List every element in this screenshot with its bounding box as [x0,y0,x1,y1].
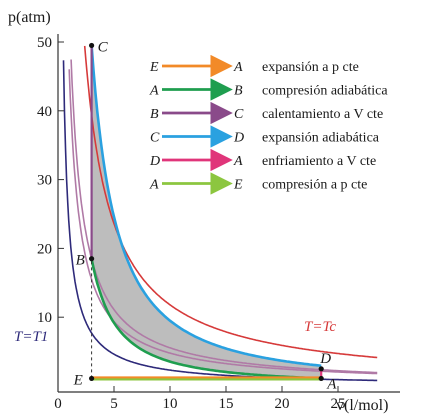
isotherm-low-label: T=T1 [14,329,48,345]
legend-description: expansión a p cte [262,60,359,75]
legend-description: enfriamiento a V cte [262,154,376,169]
legend-from-label: B [150,107,159,122]
point-a [318,375,324,382]
x-axis-label: v(l/mol) [336,397,388,414]
isotherm-mid2-curve [68,69,378,375]
legend-description: calentamiento a V cte [262,107,383,122]
legend-to-label: A [233,154,243,169]
point-label-b: B [76,253,85,269]
x-tick-label: 20 [275,396,290,412]
x-tick-label: 0 [54,396,62,412]
point-d [318,366,324,372]
y-tick-label: 20 [37,241,52,257]
point-b [89,256,95,262]
legend-to-label: E [233,178,243,193]
point-e [89,375,95,382]
y-tick-label: 50 [37,35,52,51]
legend-description: compresión a p cte [262,178,367,193]
point-label-d: D [319,351,331,367]
legend-from-label: E [149,60,159,75]
x-tick-label: 10 [163,396,178,412]
x-tick-label: 15 [219,396,234,412]
legend-description: compresión adiabática [262,84,388,99]
y-tick-label: 40 [37,104,52,120]
legend-from-label: C [150,131,160,146]
point-label-e: E [73,372,83,388]
legend-to-label: C [234,107,244,122]
legend-to-label: A [233,60,243,75]
adiabatic-expansion-curve [90,45,322,368]
y-tick-label: 30 [37,173,52,189]
y-ticks: 10 20 30 40 50 [37,35,64,326]
x-tick-label: 25 [331,396,346,412]
point-label-c: C [98,39,109,55]
point-c [89,42,95,49]
isotherm-mid-curve [70,59,378,374]
point-label-a: A [326,376,337,392]
legend-from-label: D [149,154,160,169]
isotherm-low-curve [62,60,378,382]
legend-description: expansión adiabática [262,131,380,146]
y-tick-label: 10 [37,310,52,326]
legend-from-label: A [149,178,159,193]
y-axis-label: p(atm) [8,9,51,26]
x-tick-label: 5 [110,396,118,412]
legend-to-label: B [234,84,243,99]
isotherm-c-label: T=Tc [304,319,336,335]
isotherm-critical-curve [83,45,378,359]
x-ticks: 0 5 10 15 20 25 [54,386,346,412]
legend-from-label: A [149,84,159,99]
legend-to-label: D [233,131,244,146]
